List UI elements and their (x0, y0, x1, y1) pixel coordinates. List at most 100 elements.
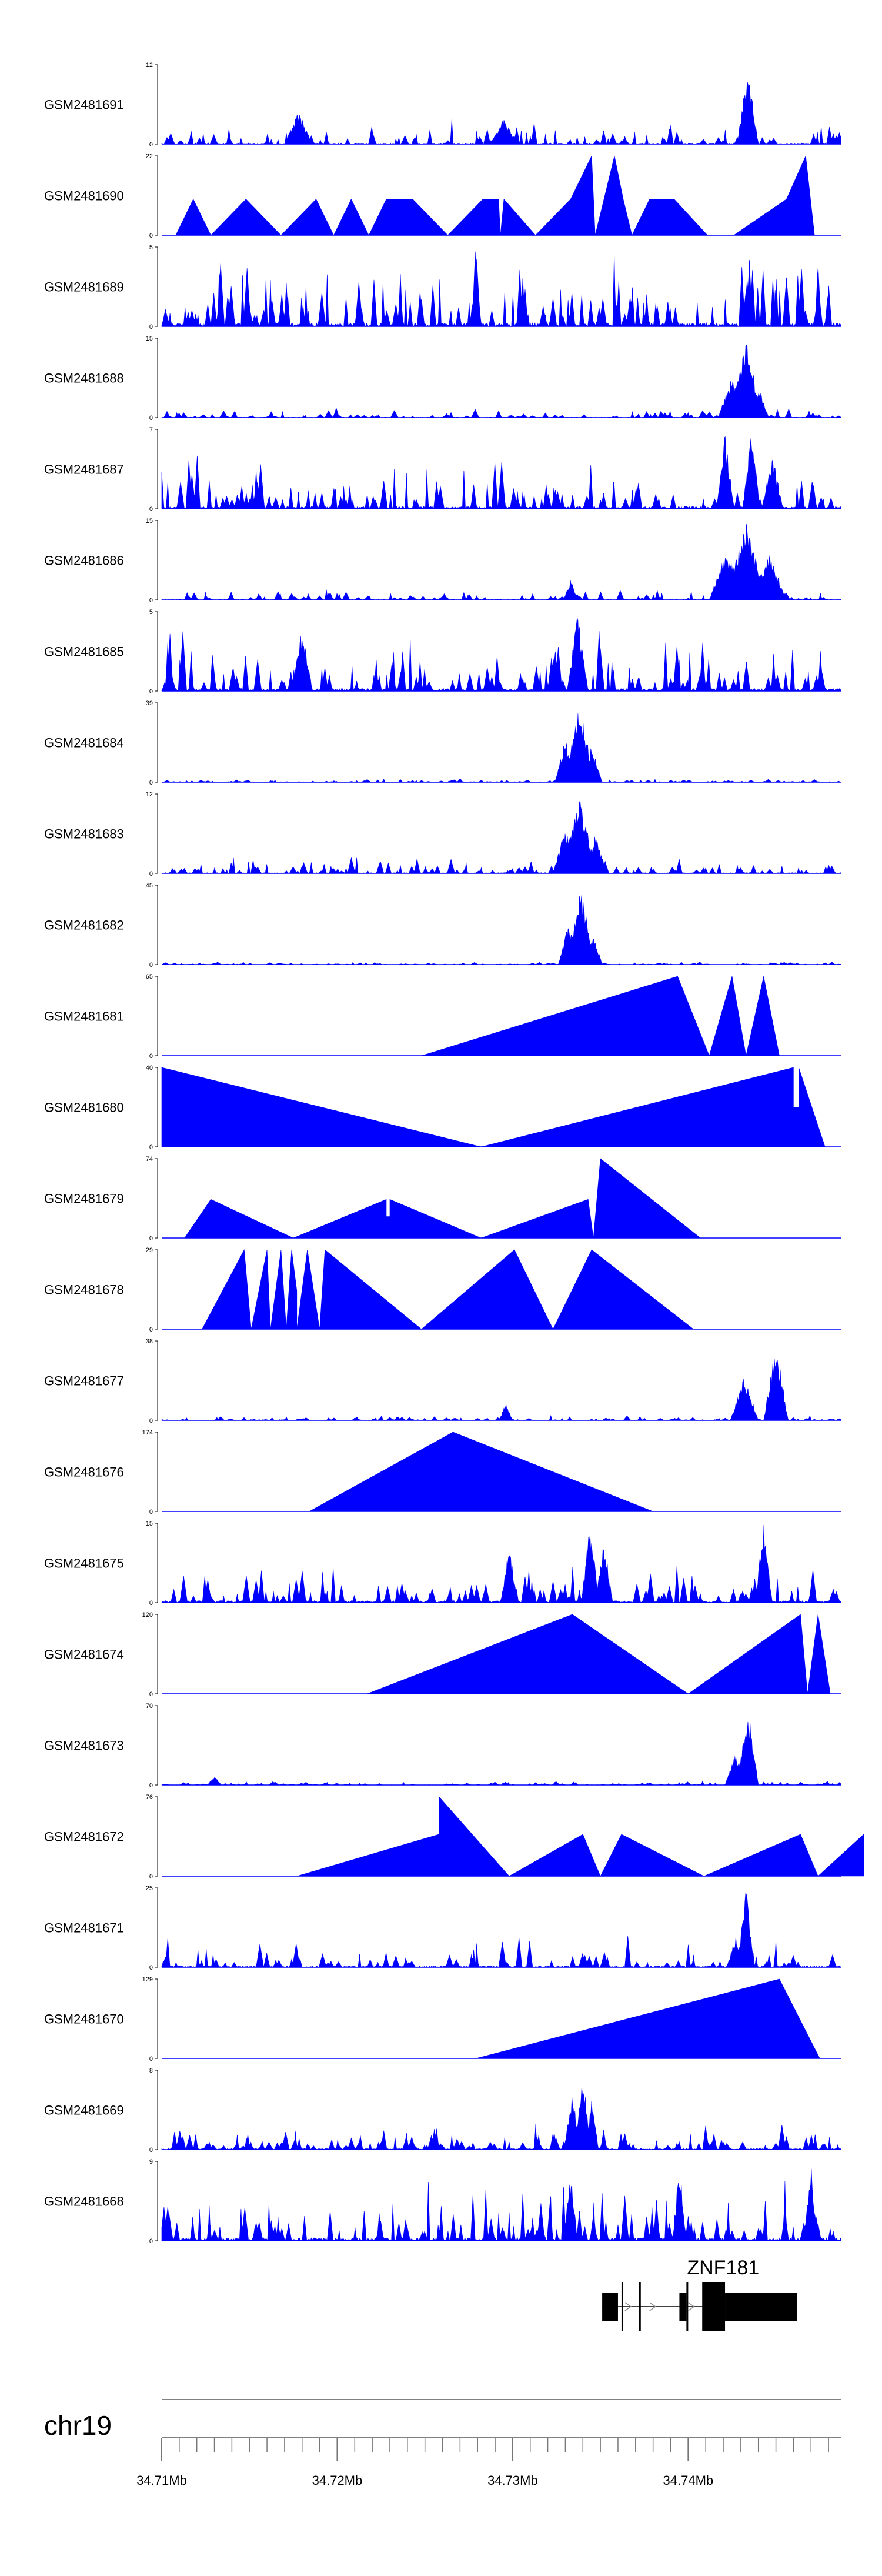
strand-arrow (624, 2302, 632, 2311)
track-GSM2481668: GSM2481668 9 0 (44, 2158, 841, 2245)
y-tick-label: 0 (149, 2147, 153, 2154)
signal-area (161, 524, 841, 600)
x-tick-label: 34.71Mb (136, 2473, 187, 2488)
y-tick-label: 15 (146, 1520, 153, 1527)
x-tick-label: 34.74Mb (663, 2473, 714, 2488)
gene-exon (679, 2293, 687, 2321)
y-tick-label: 0 (149, 1873, 153, 1880)
y-tick-label: 0 (149, 597, 153, 604)
gene-track: ZNF181 (602, 2257, 797, 2331)
signal-area (184, 1158, 701, 1239)
track-GSM2481673: GSM2481673 70 0 (44, 1703, 841, 1789)
track-GSM2481669: GSM2481669 8 0 (44, 2067, 841, 2154)
signal-area (161, 713, 841, 783)
signal-area (296, 1796, 864, 1877)
y-tick-label: 5 (149, 244, 153, 251)
y-tick-label: 0 (149, 1235, 153, 1242)
signal-area (202, 1249, 694, 1330)
track-label: GSM2481689 (44, 280, 124, 295)
track-GSM2481679: GSM2481679 74 0 (44, 1156, 841, 1242)
signal-area (161, 801, 841, 874)
signal-area (161, 894, 841, 965)
track-label: GSM2481680 (44, 1100, 124, 1115)
y-tick-label: 174 (142, 1429, 153, 1436)
track-GSM2481672: GSM2481672 76 0 (44, 1794, 864, 1880)
signal-area (161, 1892, 841, 1968)
genomic-axis-ticks: 34.71Mb 34.72Mb 34.73Mb 34.74Mb (136, 2438, 829, 2488)
x-tick-label: 34.72Mb (312, 2473, 363, 2488)
track-GSM2481685: GSM2481685 5 0 (44, 609, 841, 695)
y-tick-label: 65 (146, 973, 153, 980)
track-GSM2481671: GSM2481671 25 0 (44, 1885, 841, 1971)
strand-arrow (687, 2302, 695, 2311)
track-label: GSM2481688 (44, 371, 124, 386)
track-GSM2481681: GSM2481681 65 0 (44, 973, 841, 1060)
y-tick-label: 0 (149, 506, 153, 513)
track-label: GSM2481673 (44, 1739, 124, 1753)
gene-exon (686, 2282, 689, 2331)
signal-area (161, 436, 841, 509)
signal-area (175, 155, 815, 236)
track-label: GSM2481681 (44, 1009, 124, 1024)
track-GSM2481676: GSM2481676 174 0 (44, 1429, 841, 1516)
y-tick-label: 120 (142, 1611, 153, 1619)
signal-tracks: GSM2481691120GSM2481690220GSM248168950GS… (44, 62, 864, 2245)
y-tick-label: 25 (146, 1885, 153, 1892)
track-label: GSM2481690 (44, 189, 124, 203)
gene-exon (702, 2282, 726, 2331)
y-tick-label: 0 (149, 962, 153, 969)
x-tick-label: 34.73Mb (487, 2473, 538, 2488)
gene-exon (639, 2282, 641, 2331)
y-tick-label: 0 (149, 2238, 153, 2245)
y-tick-label: 0 (149, 1691, 153, 1698)
y-tick-label: 29 (146, 1247, 153, 1254)
y-tick-label: 0 (149, 1326, 153, 1333)
gene-exon (602, 2293, 618, 2321)
gene-label: ZNF181 (687, 2257, 759, 2279)
y-tick-label: 12 (146, 791, 153, 798)
track-label: GSM2481684 (44, 736, 124, 750)
track-label: GSM2481683 (44, 827, 124, 842)
track-GSM2481691: GSM2481691 12 0 (44, 62, 841, 148)
track-label: GSM2481677 (44, 1374, 124, 1389)
y-tick-label: 0 (149, 1053, 153, 1060)
track-GSM2481690: GSM2481690 22 0 (44, 153, 841, 239)
y-tick-label: 129 (142, 1976, 153, 1983)
track-GSM2481686: GSM2481686 15 0 (44, 518, 841, 604)
y-tick-label: 40 (146, 1065, 153, 1072)
track-label: GSM2481672 (44, 1830, 124, 1844)
track-label: GSM2481674 (44, 1647, 124, 1662)
y-tick-label: 22 (146, 153, 153, 160)
strand-arrow (649, 2302, 656, 2311)
track-GSM2481687: GSM2481687 7 0 (44, 426, 841, 513)
chromosome-label: chr19 (44, 2410, 112, 2441)
track-GSM2481683: GSM2481683 12 0 (44, 791, 841, 877)
signal-area (161, 345, 841, 418)
signal-area (161, 81, 841, 145)
y-tick-label: 0 (149, 1509, 153, 1516)
y-tick-label: 0 (149, 415, 153, 422)
y-tick-label: 76 (146, 1794, 153, 1801)
y-tick-label: 8 (149, 2067, 153, 2074)
track-label: GSM2481668 (44, 2194, 124, 2209)
signal-area (161, 1067, 826, 1147)
y-tick-label: 0 (149, 779, 153, 786)
track-GSM2481670: GSM2481670 129 0 (44, 1976, 841, 2063)
signal-area (309, 1432, 653, 1512)
y-tick-label: 70 (146, 1703, 153, 1710)
signal-area (161, 2087, 841, 2150)
signal-area (161, 618, 841, 692)
y-tick-label: 0 (149, 688, 153, 695)
track-label: GSM2481691 (44, 98, 124, 112)
track-label: GSM2481669 (44, 2103, 124, 2118)
track-GSM2481680: GSM2481680 40 0 (44, 1065, 841, 1151)
y-tick-label: 0 (149, 2056, 153, 2063)
chromosome-axis: chr19 34.71Mb 34.72Mb 34.73Mb 34.74Mb (44, 2399, 841, 2488)
y-tick-label: 12 (146, 62, 153, 69)
signal-area (476, 1978, 820, 2059)
y-tick-label: 0 (149, 1782, 153, 1789)
signal-area (421, 976, 813, 1056)
y-tick-label: 0 (149, 1417, 153, 1424)
y-tick-label: 74 (146, 1156, 153, 1163)
